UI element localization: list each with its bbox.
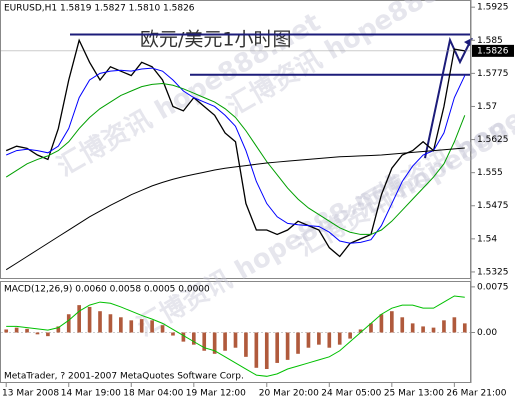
y-tick-label: 1.57 [477,102,497,112]
macd-bar [202,332,207,351]
macd-bar [431,327,436,333]
last-price-box [472,44,514,57]
macd-bar [181,332,186,342]
macd-bar [296,332,300,354]
macd-bar [285,332,290,360]
macd-bar [400,317,405,333]
macd-bar [66,314,71,333]
macd-bar [119,317,123,333]
y-tick-label: 1.54 [477,234,497,244]
macd-bar [337,332,342,345]
y-tick-label: 1.5625 [477,135,509,145]
price-line [5,38,465,258]
macd-bar [358,329,363,333]
chart-title: 欧元/美元1小时图 [140,29,292,51]
macd-bar [348,332,352,339]
macd-bar [317,332,321,345]
x-tick-label: 13 Mar 2008 [2,389,59,399]
macd-bar [98,311,102,333]
y-tick-label: 1.5325 [477,267,509,277]
x-tick-label: 18 Mar 04:00 [123,389,183,399]
x-tick-label: 20 Mar 20:00 [259,389,319,399]
macd-bar [87,306,92,333]
price-line [6,67,466,244]
macd-bar [77,305,81,333]
x-tick-label: 25 Mar 13:00 [384,389,444,399]
x-tick-label: 14 Mar 19:00 [61,389,121,399]
macd-bar [139,319,144,333]
macd-bar [14,327,19,333]
macd-bar [25,328,29,333]
macd-bar [275,332,280,363]
macd-bar [233,332,238,348]
signal-line [6,295,465,377]
macd-bar [306,332,311,348]
y-tick-label: 1.5925 [477,3,509,13]
macd-bar [223,332,227,351]
macd-bar [244,332,248,357]
price-line [5,83,466,235]
last-price-label: 1.5826 [477,46,509,56]
y-tick-label: 1.585 [477,36,503,46]
macd-bar [462,323,467,333]
y-tick-label: 0.0075 [477,282,509,292]
y-tick-label: 1.5775 [477,69,509,79]
y-tick-label: 1.5475 [477,201,509,211]
macd-bar [212,332,217,354]
macd-bar [452,317,457,333]
macd-bar [421,326,425,333]
price-line [5,147,465,271]
macd-bar [390,311,394,333]
macd-bar [56,326,61,333]
macd-bar [327,332,332,348]
x-tick-label: 26 Mar 21:00 [446,389,506,399]
macd-bar [442,320,446,333]
macd-bar [160,325,165,333]
macd-bar [171,332,175,336]
y-tick-label: 0.00 [477,328,497,338]
macd-bar [191,332,196,345]
macd-bar [46,332,50,337]
macd-bar [4,329,9,333]
macd-bar [129,320,134,333]
y-tick-label: 1.555 [477,168,503,178]
macd-bar [150,320,154,333]
macd-bar [369,323,373,333]
macd-bar [410,323,415,333]
macd-header: MACD(12,26,9) 0.0060 0.0058 0.0005 0.000… [4,285,210,295]
x-tick-label: 19 Mar 12:00 [186,389,246,399]
x-tick-label: 24 Mar 05:00 [321,389,381,399]
macd-bar [379,314,384,333]
macd-bar [264,332,269,370]
arrow-head [464,38,472,46]
price-header: EURUSD,H1 1.5819 1.5827 1.5810 1.5826 [4,4,195,14]
macd-bar [35,332,40,335]
macd-bar [108,314,113,333]
footer: MetaTrader, ? 2001-2007 MetaQuotes Softw… [4,372,244,382]
macd-bar [254,332,259,368]
